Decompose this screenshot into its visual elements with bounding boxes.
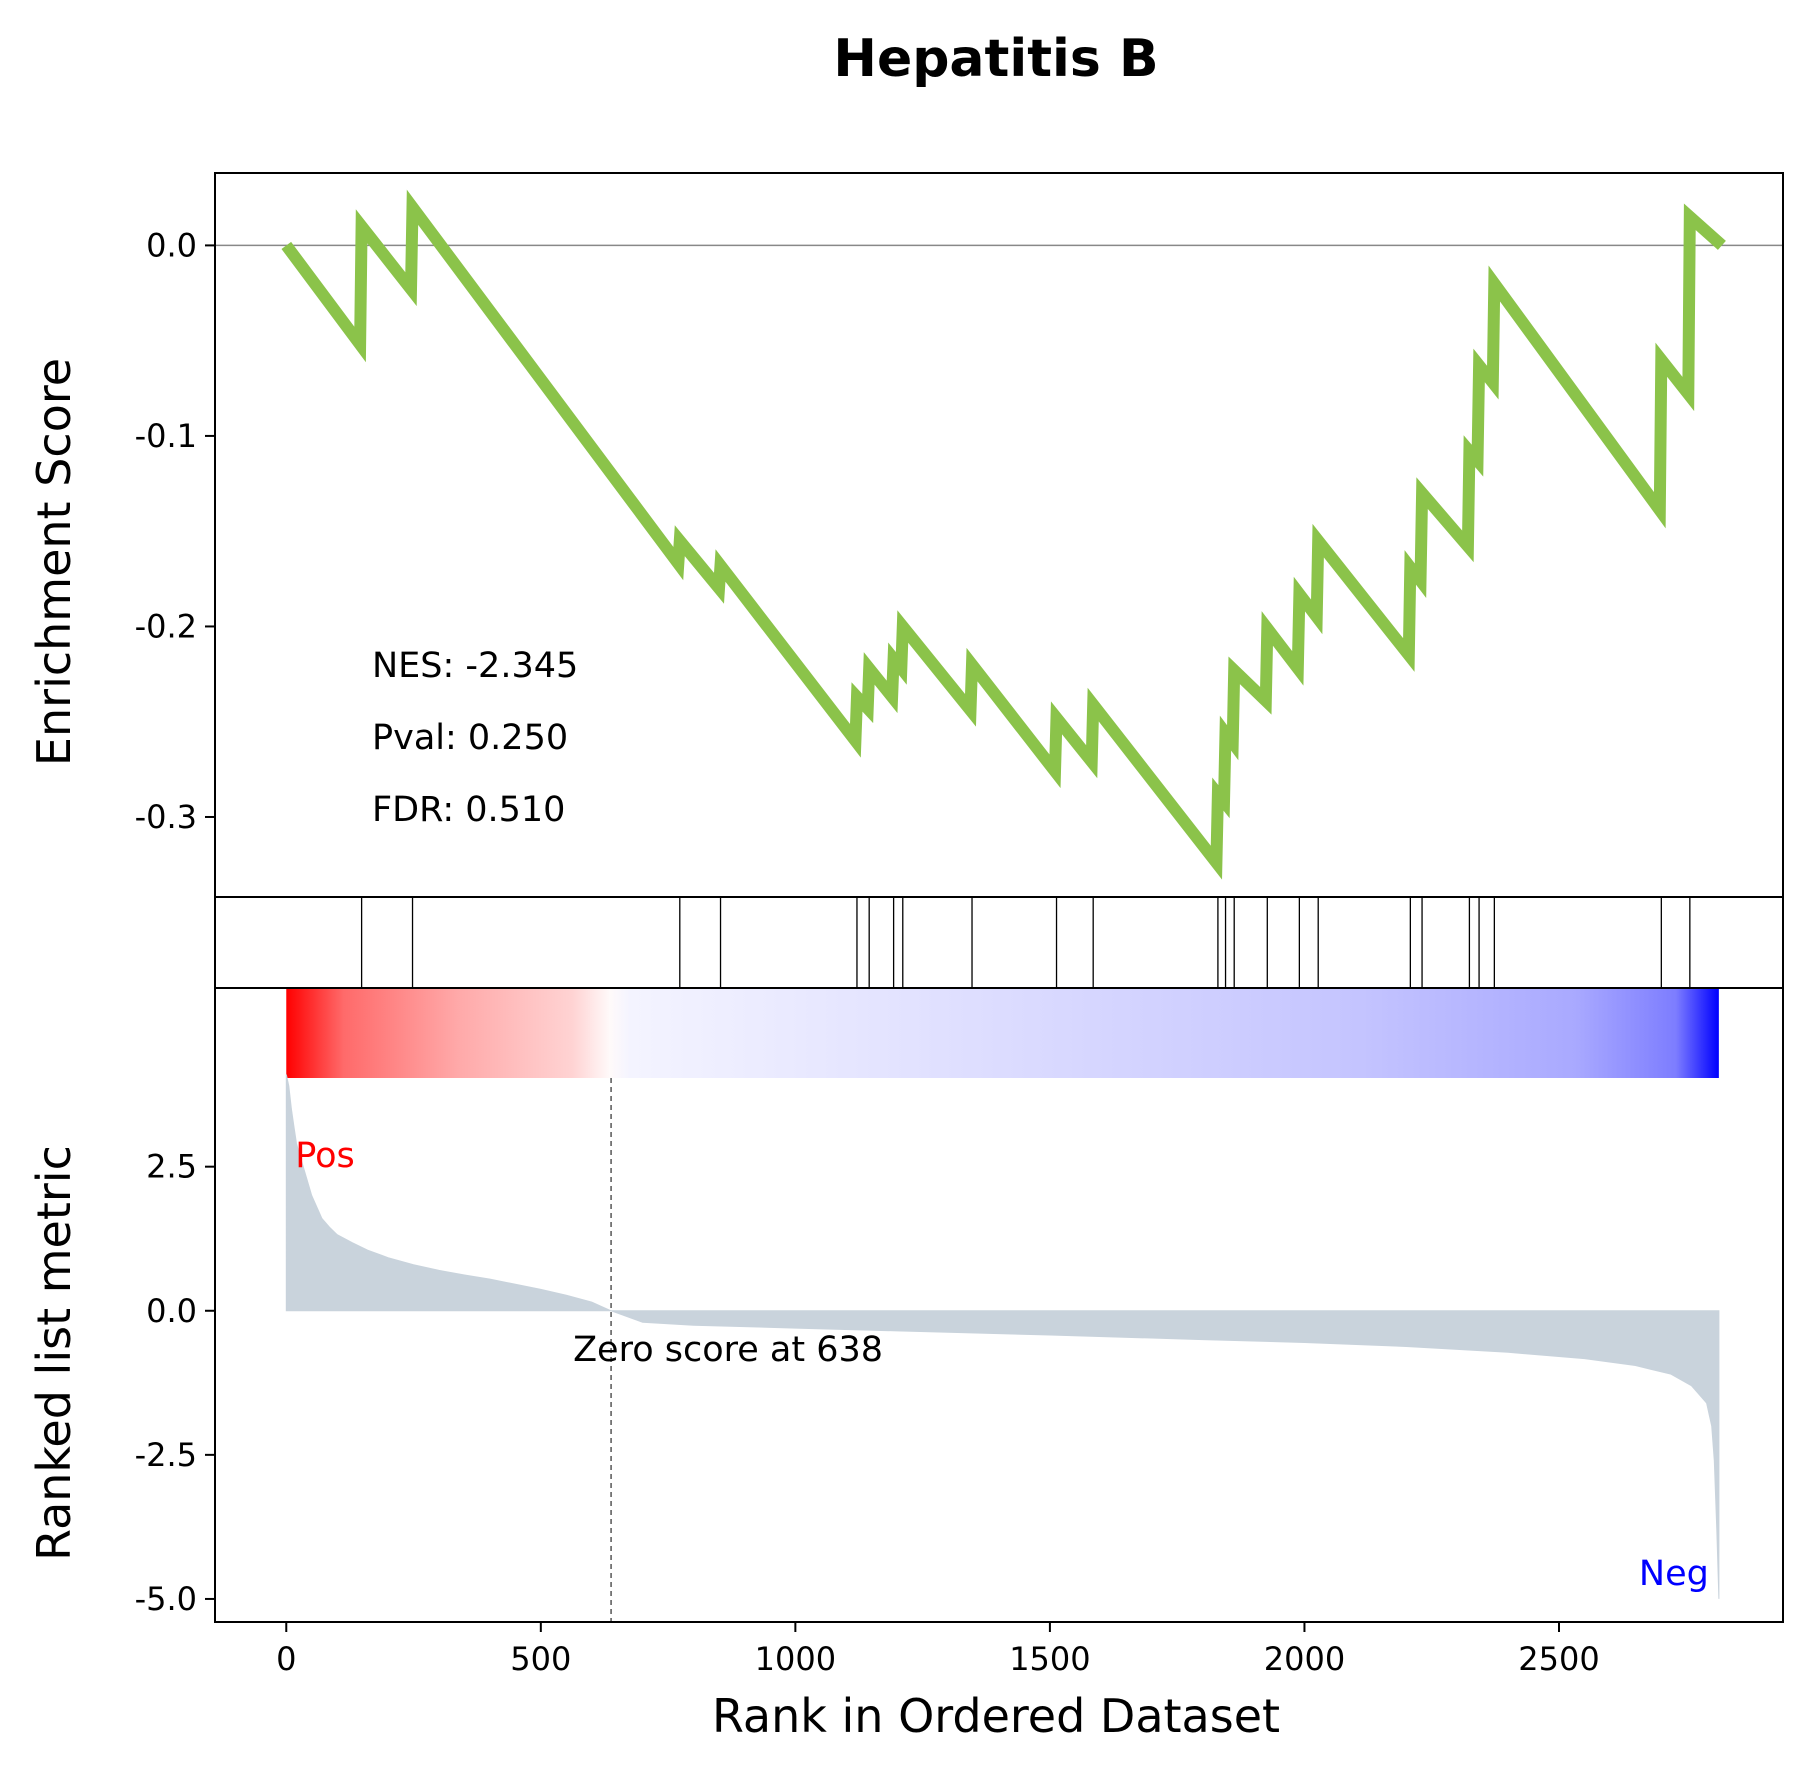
rank-heatmap-bar [286,988,1719,1078]
hit-axes-frame [214,896,1784,989]
chart-title: Hepatitis B [833,29,1158,89]
es-curve [281,189,1726,880]
rank-y-tick-label: -5.0 [135,1580,197,1618]
es-y-tick-label: 0.0 [146,226,197,264]
fdr-stat: FDR: 0.510 [372,790,565,830]
x-tick-label: 0 [276,1640,296,1678]
rank-y-tick-label: -2.5 [135,1436,197,1474]
rank-y-tick-label: 2.5 [146,1148,197,1186]
rank-y-axis-label: Ranked list metric [27,1145,81,1561]
es-y-axis-label: Enrichment Score [27,358,81,766]
rank-axes-frame [214,987,1784,1623]
ranked-metric-panel: Zero score at 638 Pos Neg 2.5 0.0 -2.5 -5.0… [135,987,1784,1678]
x-tick-label: 1000 [755,1640,836,1678]
enrichment-score-panel: NES: -2.345 Pval: 0.250 FDR: 0.510 0.0 -0… [135,172,1784,898]
x-tick-label: 2500 [1518,1640,1599,1678]
pval-stat: Pval: 0.250 [372,718,568,758]
pos-label: Pos [295,1136,355,1176]
x-axis-label: Rank in Ordered Dataset [712,1689,1280,1743]
x-tick-label: 1500 [1009,1640,1090,1678]
x-tick-label: 500 [510,1640,571,1678]
es-y-ticks: 0.0 -0.1 -0.2 -0.3 [135,226,215,836]
es-y-tick-label: -0.3 [135,798,197,836]
rank-y-ticks: 2.5 0.0 -2.5 -5.0 [135,1148,215,1618]
es-y-tick-label: -0.1 [135,417,197,455]
x-tick-label: 2000 [1264,1640,1345,1678]
rank-y-tick-label: 0.0 [146,1292,197,1330]
hit-lines [360,897,1691,988]
ranked-metric-area [285,1074,1720,1599]
x-ticks: 0 500 1000 1500 2000 2500 [276,1622,1600,1678]
hit-marks-panel [214,896,1784,989]
zero-cross-label: Zero score at 638 [573,1330,883,1370]
nes-stat: NES: -2.345 [372,646,578,686]
es-axes-frame [214,172,1784,898]
neg-label: Neg [1639,1554,1709,1594]
es-y-tick-label: -0.2 [135,607,197,645]
